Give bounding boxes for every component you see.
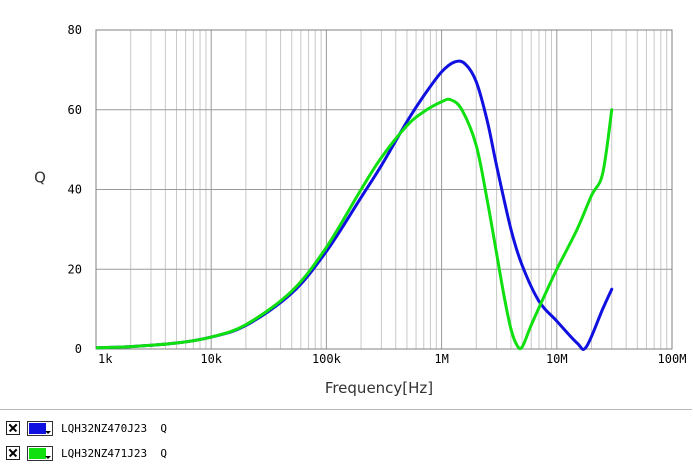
dropdown-arrow-icon: [45, 431, 51, 434]
q-frequency-chart: 0 20 40 60 80 1k 10k 100k 1M 10M 100M Frequency[Hz]…: [0, 0, 692, 409]
hide-series-checkbox-icon[interactable]: [6, 446, 20, 460]
series-color-swatch: [29, 448, 46, 459]
hide-series-checkbox-icon[interactable]: [6, 421, 20, 435]
series-color-picker[interactable]: [27, 446, 53, 461]
legend-item: LQH32NZ471J23 Q: [6, 444, 167, 462]
series-color-picker[interactable]: [27, 421, 53, 436]
x-tick-label: 100k: [312, 352, 342, 366]
x-tick-label: 10k: [200, 352, 222, 366]
legend-label: LQH32NZ471J23 Q: [61, 447, 167, 460]
y-tick-label: 80: [68, 23, 82, 37]
chart-panel: 0 20 40 60 80 1k 10k 100k 1M 10M 100M Frequency[Hz]…: [0, 0, 692, 410]
y-tick-label: 40: [68, 183, 82, 197]
y-tick-label: 20: [68, 262, 82, 276]
legend-item: LQH32NZ470J23 Q: [6, 419, 167, 437]
x-tick-label: 100M: [658, 352, 687, 366]
y-axis-title: Q: [34, 169, 46, 187]
y-tick-label: 0: [75, 342, 82, 356]
dropdown-arrow-icon: [45, 456, 51, 459]
legend-panel: LQH32NZ470J23 Q LQH32NZ471J23 Q: [0, 410, 693, 470]
legend-label: LQH32NZ470J23 Q: [61, 422, 167, 435]
x-tick-label: 1k: [98, 352, 113, 366]
series-color-swatch: [29, 423, 46, 434]
y-tick-label: 60: [68, 103, 82, 117]
x-tick-label: 1M: [434, 352, 448, 366]
x-tick-label: 10M: [546, 352, 568, 366]
x-axis-title: Frequency[Hz]: [325, 379, 433, 397]
